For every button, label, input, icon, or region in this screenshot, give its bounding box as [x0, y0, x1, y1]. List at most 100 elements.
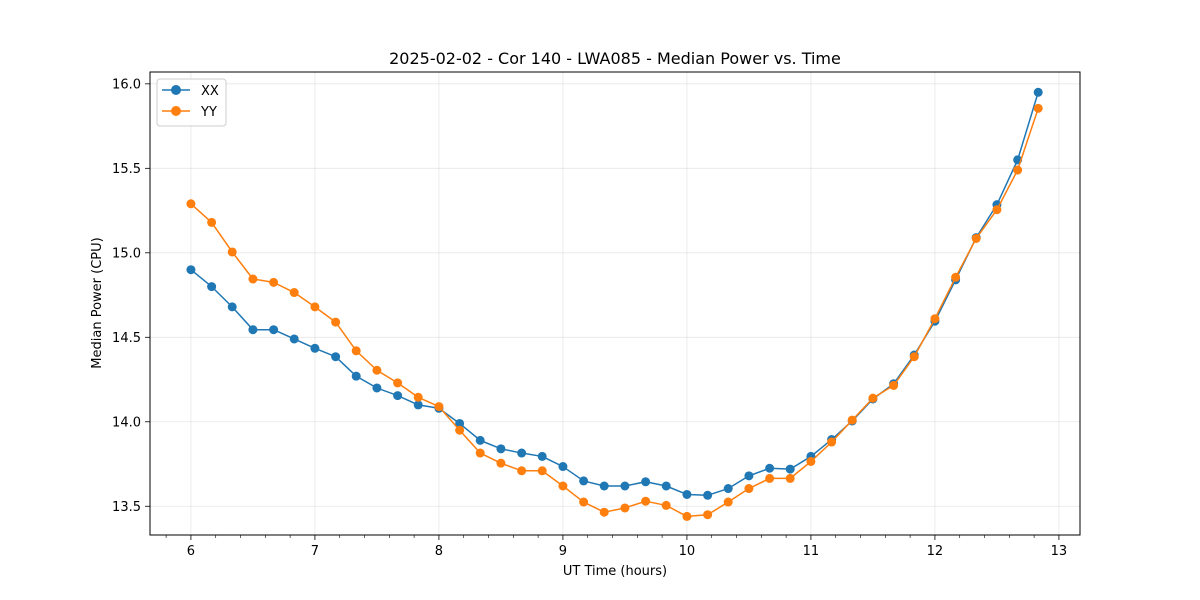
data-point-xx: [517, 448, 527, 458]
y-tick-label: 16.0: [112, 77, 141, 92]
y-tick-label: 14.0: [112, 415, 141, 430]
data-point-xx: [227, 302, 237, 312]
legend-label-yy: YY: [200, 105, 217, 120]
data-point-xx: [765, 463, 775, 473]
data-point-xx: [186, 265, 196, 275]
data-point-yy: [661, 500, 671, 510]
data-point-xx: [310, 343, 320, 353]
data-point-yy: [868, 393, 878, 403]
x-tick-label: 6: [187, 544, 195, 559]
data-point-xx: [723, 484, 733, 494]
data-point-yy: [537, 466, 547, 476]
x-tick-label: 7: [311, 544, 319, 559]
data-point-yy: [455, 425, 465, 435]
data-point-xx: [682, 489, 692, 499]
data-point-yy: [310, 302, 320, 312]
data-point-xx: [641, 477, 651, 487]
data-point-yy: [393, 378, 403, 388]
data-point-yy: [806, 456, 816, 466]
x-tick-label: 8: [435, 544, 443, 559]
data-point-yy: [1013, 165, 1023, 175]
data-point-yy: [475, 448, 485, 458]
data-point-yy: [351, 346, 361, 356]
legend-marker-yy: [171, 106, 181, 116]
data-point-xx: [475, 435, 485, 445]
data-point-yy: [827, 437, 837, 447]
data-point-yy: [207, 217, 217, 227]
data-point-xx: [620, 481, 630, 491]
data-point-xx: [785, 464, 795, 474]
data-point-yy: [227, 247, 237, 257]
data-point-yy: [558, 481, 568, 491]
data-point-xx: [537, 451, 547, 461]
data-point-yy: [909, 352, 919, 362]
y-tick-label: 14.5: [112, 331, 141, 346]
legend: XX YY: [156, 78, 227, 127]
y-axis: 13.5 14.0 14.5 15.0 15.5 16.0: [112, 77, 150, 515]
data-point-yy: [434, 402, 444, 412]
data-point-yy: [682, 511, 692, 521]
data-point-xx: [661, 481, 671, 491]
data-point-xx: [579, 476, 589, 486]
data-point-yy: [847, 415, 857, 425]
data-point-xx: [331, 352, 341, 362]
y-tick-label: 15.0: [112, 246, 141, 261]
data-point-xx: [207, 282, 217, 292]
data-point-yy: [951, 272, 961, 282]
data-point-yy: [289, 288, 299, 298]
data-point-yy: [930, 314, 940, 324]
data-point-xx: [393, 391, 403, 401]
data-point-yy: [331, 317, 341, 327]
data-point-xx: [558, 462, 568, 472]
plot-frame: [149, 71, 1081, 536]
data-point-yy: [1033, 103, 1043, 113]
data-point-xx: [351, 371, 361, 381]
data-point-yy: [517, 466, 527, 476]
series-layer: [186, 87, 1043, 521]
data-point-xx: [413, 400, 423, 410]
data-point-yy: [889, 380, 899, 390]
x-tick-label: 11: [803, 544, 820, 559]
data-point-yy: [641, 496, 651, 506]
data-point-yy: [372, 365, 382, 375]
x-tick-label: 13: [1051, 544, 1068, 559]
data-point-xx: [1033, 87, 1043, 97]
y-axis-label: Median Power (CPU): [90, 237, 105, 368]
data-point-yy: [971, 233, 981, 243]
legend-label-xx: XX: [201, 84, 219, 99]
data-point-xx: [269, 325, 279, 335]
data-point-yy: [992, 205, 1002, 215]
data-point-yy: [248, 274, 258, 284]
data-point-yy: [703, 510, 713, 520]
data-point-yy: [269, 277, 279, 287]
data-point-xx: [248, 325, 258, 335]
data-point-yy: [579, 497, 589, 507]
data-point-xx: [372, 383, 382, 393]
legend-marker-xx: [171, 85, 181, 95]
y-tick-label: 15.5: [112, 162, 141, 177]
data-point-xx: [455, 418, 465, 428]
x-axis-label: UT Time (hours): [563, 564, 667, 579]
data-point-yy: [723, 497, 733, 507]
data-point-yy: [413, 392, 423, 402]
x-tick-label: 12: [927, 544, 944, 559]
data-point-xx: [703, 490, 713, 500]
data-point-yy: [620, 503, 630, 513]
series-yy: [186, 103, 1043, 521]
x-tick-label: 9: [559, 544, 567, 559]
data-point-yy: [765, 473, 775, 483]
data-point-yy: [496, 458, 506, 468]
data-point-xx: [289, 334, 299, 344]
x-axis: 6 7 8 9 10 11 12 13: [165, 535, 1068, 559]
data-point-yy: [744, 484, 754, 494]
chart-title: 2025-02-02 - Cor 140 - LWA085 - Median P…: [389, 49, 841, 68]
data-point-yy: [599, 507, 609, 517]
data-point-yy: [785, 473, 795, 483]
data-point-xx: [599, 481, 609, 491]
y-tick-label: 13.5: [112, 500, 141, 515]
data-point-xx: [496, 444, 506, 454]
x-tick-label: 10: [679, 544, 696, 559]
data-point-yy: [186, 199, 196, 209]
data-point-xx: [744, 471, 754, 481]
